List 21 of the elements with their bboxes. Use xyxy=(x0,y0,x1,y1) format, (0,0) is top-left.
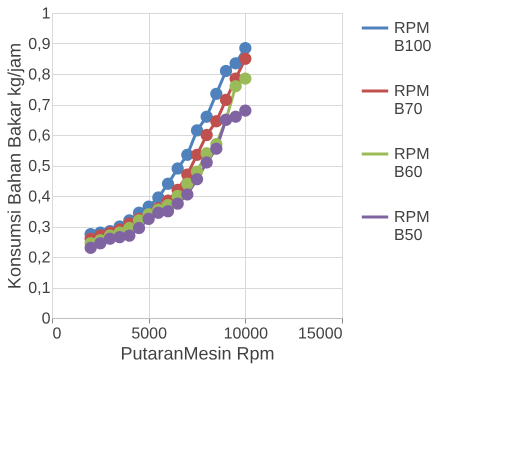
y-tick-label: 0,8 xyxy=(28,66,51,84)
y-tick-label: 0,7 xyxy=(28,97,51,114)
x-tick-label: 15000 xyxy=(298,326,343,342)
y-tick-label: 1 xyxy=(42,6,51,22)
legend-label: RPM B50 xyxy=(394,209,430,244)
x-tick-label: 0 xyxy=(52,326,62,342)
y-tick-label: 0,6 xyxy=(28,128,51,144)
x-tick-label: 10000 xyxy=(224,326,268,342)
x-tick-label: 5000 xyxy=(131,326,168,342)
y-tick-label: 0,9 xyxy=(28,36,51,53)
y-tick-label: 0,4 xyxy=(28,188,51,206)
y-tick-label: 0,5 xyxy=(28,158,51,175)
legend-label: RPM B60 xyxy=(394,146,430,181)
y-tick-label: 0,2 xyxy=(28,250,51,266)
y-tick-label: 0,3 xyxy=(28,219,51,236)
y-tick-label: 0,1 xyxy=(28,280,51,297)
y-tick-label: 0 xyxy=(42,310,51,328)
x-axis-title: PutaranMesin Rpm xyxy=(120,344,275,364)
y-axis-title: Konsumsi Bahan Bakar kg/jam xyxy=(4,42,24,290)
legend-label: RPM B100 xyxy=(394,20,432,55)
legend-label: RPM B70 xyxy=(394,83,430,118)
